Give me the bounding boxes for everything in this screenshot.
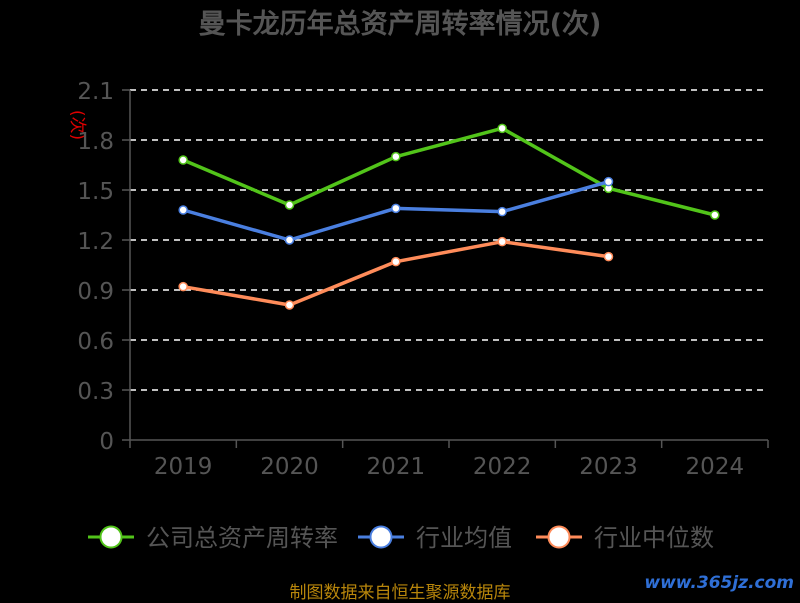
data-point [497,206,507,217]
data-point [603,176,614,187]
y-tick-label: 1.5 [77,179,114,205]
x-tick-label: 2021 [367,454,426,480]
y-tick-label: 1.2 [77,229,114,255]
legend-item-3: 行业中位数 [536,524,714,552]
legend-item-2: 行业均值 [358,524,512,552]
grid-lines [130,89,768,391]
legend-marker [547,525,571,549]
data-point [178,205,188,215]
data-point [710,210,720,220]
legend-marker [99,525,123,549]
data-point [391,203,401,214]
data-point [497,236,507,247]
data-source-note: 制图数据来自恒生聚源数据库 [289,583,511,603]
legend-marker [369,525,393,549]
axes [122,89,769,448]
x-tick-label: 2024 [686,454,745,480]
legend-label: 行业均值 [416,524,512,552]
data-point [391,151,401,162]
data-point [603,251,614,262]
y-tick-label: 2.1 [77,79,114,105]
legend-label: 公司总资产周转率 [146,524,338,552]
series-line [182,126,716,217]
data-point [391,256,401,267]
y-tick-label: 0.3 [77,379,114,405]
chart-title: 曼卡龙历年总资产周转率情况(次) [199,8,602,40]
x-tick-label: 2023 [579,454,638,480]
legend-label: 行业中位数 [594,524,714,552]
data-point [178,281,188,292]
y-tick-labels: 0 0.3 0.6 0.9 1.2 1.5 1.8 2.1 [77,79,114,455]
series-line [182,239,609,307]
data-point [284,300,295,310]
data-point [178,155,188,165]
series-lines [178,123,720,310]
y-tick-label: 0.9 [77,279,114,305]
series-3 [178,236,614,310]
x-tick-labels: 2019 2020 2021 2022 2023 2024 [154,454,744,480]
data-point [284,200,295,210]
data-point [497,123,507,134]
y-tick-label: 0 [99,429,114,455]
legend-item-1: 公司总资产周转率 [88,524,338,552]
data-point [284,235,295,245]
y-tick-label: 0.6 [77,329,114,355]
x-tick-label: 2019 [154,454,213,480]
legend: 公司总资产周转率 行业均值 行业中位数 [88,524,714,552]
x-tick-label: 2022 [473,454,532,480]
series-2 [178,176,614,245]
y-tick-label: 1.8 [77,129,114,155]
x-tick-label: 2020 [260,454,319,480]
series-1 [178,123,720,220]
watermark: www.365jz.com [644,573,794,593]
y-axis-unit-label: (次) [67,110,87,140]
